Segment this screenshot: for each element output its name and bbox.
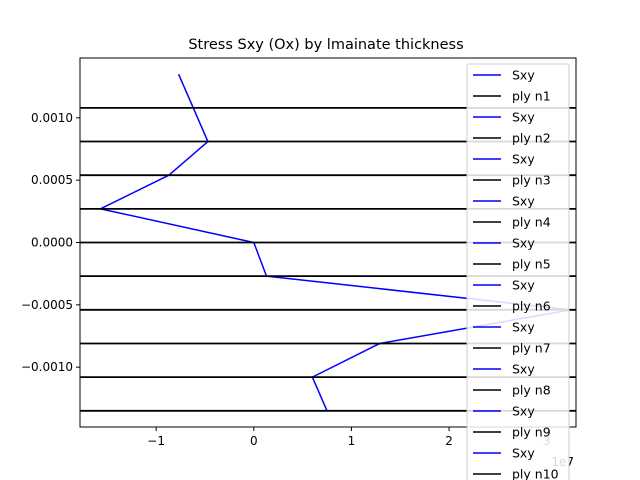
legend-label-12: Sxy [512,320,535,335]
x-tick-label-0: −1 [147,434,165,448]
legend-label-15: ply n8 [512,383,551,398]
legend-box [466,63,570,480]
legend-label-9: ply n5 [512,257,551,272]
y-tick-label-0: 0.0010 [31,111,73,125]
legend-label-0: Sxy [512,68,535,83]
legend-label-10: Sxy [512,278,535,293]
legend-label-2: Sxy [512,110,535,125]
legend-label-11: ply n6 [512,299,551,314]
legend-label-1: ply n1 [512,89,551,104]
sxy-series-line-8 [253,242,268,277]
legend-label-8: Sxy [512,236,535,251]
legend-label-16: Sxy [512,404,535,419]
y-tick-label-2: 0.0000 [31,236,73,250]
sxy-series-line-16 [311,376,328,412]
legend-label-7: ply n4 [512,215,551,230]
legend-label-5: ply n3 [512,173,551,188]
x-tick-label-1: 0 [250,434,258,448]
legend-label-14: Sxy [512,362,535,377]
x-tick-label-2: 1 [348,434,356,448]
legend-label-4: Sxy [512,152,535,167]
x-tick-label-3: 2 [445,434,453,448]
legend-label-18: Sxy [512,446,535,461]
legend-label-13: ply n7 [512,341,551,356]
sxy-series-line-4 [100,174,170,210]
y-tick-label-1: 0.0005 [31,173,73,187]
y-tick-label-4: −0.0010 [21,360,73,374]
legend-label-3: ply n2 [512,131,551,146]
sxy-series-line-2 [168,140,209,176]
y-axis: 0.0010 0.0005 0.0000 −0.0005 −0.0010 [21,111,80,374]
legend-label-6: Sxy [512,194,535,209]
legend-label-19: ply n10 [512,467,559,480]
legend: Sxy ply n1 Sxy ply n2 Sxy ply n3 Sxy ply n4 Sxy p… [466,63,570,480]
y-tick-label-3: −0.0005 [21,298,73,312]
legend-label-17: ply n9 [512,425,551,440]
sxy-series-line-6 [100,208,254,244]
sxy-series-line-14 [312,342,381,378]
chart-title: Stress Sxy (Ox) by lmainate thickness [188,37,463,53]
